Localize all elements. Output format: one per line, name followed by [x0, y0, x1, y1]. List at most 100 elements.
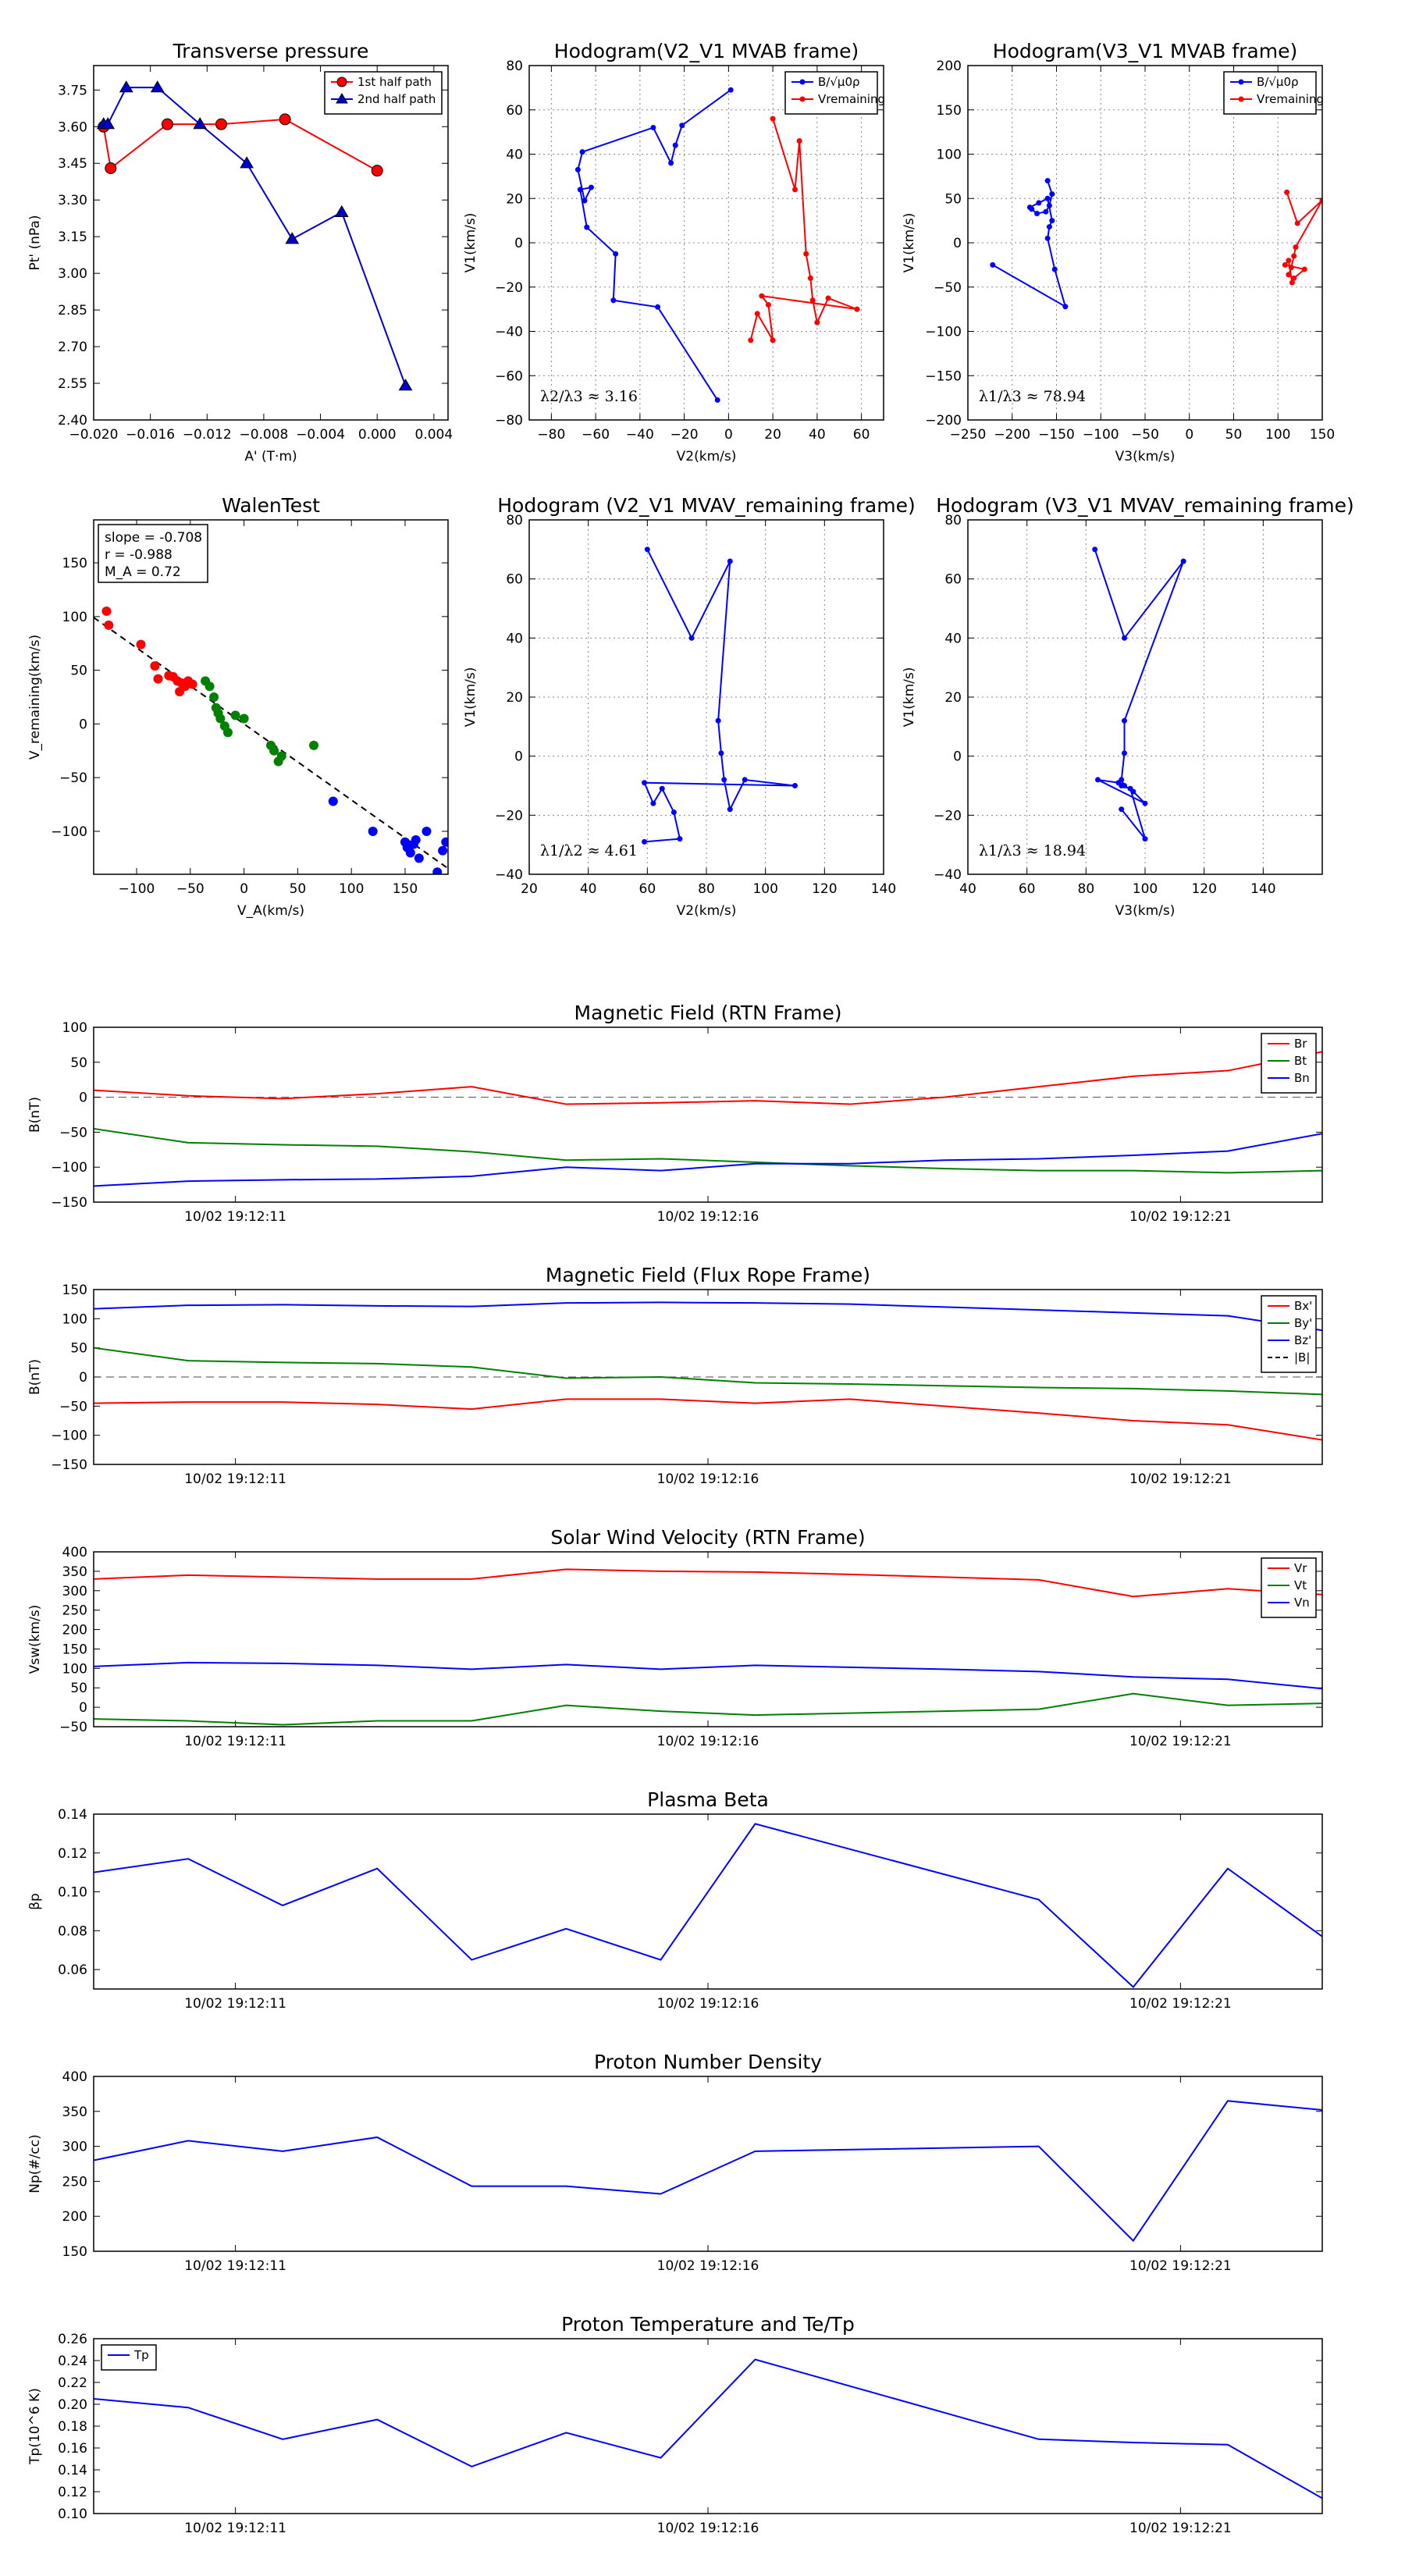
- legend-label: By': [1294, 1316, 1312, 1330]
- data-point: [104, 620, 114, 630]
- legend-box: [1223, 71, 1317, 115]
- y-tick-label: 100: [62, 1661, 87, 1677]
- data-point: [1286, 258, 1292, 264]
- series-line-1st half path: [102, 118, 378, 172]
- y-tick-label: 150: [62, 1283, 87, 1298]
- data-point: [770, 337, 776, 343]
- y-tick-label: −50: [59, 1720, 87, 1735]
- y-tick-label: 80: [944, 513, 962, 528]
- y-tick-label: 3.00: [58, 266, 87, 282]
- plot-area: [990, 178, 1322, 310]
- data-point: [759, 293, 765, 299]
- data-point: [748, 337, 754, 343]
- chart-title: WalenTest: [222, 494, 320, 517]
- x-tick-label: 40: [580, 881, 597, 897]
- data-point: [1288, 265, 1294, 271]
- data-point: [610, 297, 617, 304]
- y-tick-label: 200: [62, 1623, 87, 1638]
- x-axis-label: V2(km/s): [677, 903, 737, 919]
- y-tick-label: 250: [62, 2174, 87, 2190]
- data-point: [414, 853, 424, 863]
- data-point: [1119, 806, 1125, 813]
- data-point: [136, 639, 146, 649]
- legend-label: Vn: [1294, 1596, 1310, 1610]
- x-axis-label: V3(km/s): [1115, 449, 1176, 464]
- x-tick-label: 10/02 19:12:11: [184, 1734, 286, 1749]
- legend-label: 2nd half path: [357, 92, 436, 106]
- data-point: [269, 745, 279, 756]
- data-point: [215, 713, 226, 724]
- data-point: [727, 806, 733, 813]
- y-tick-label: 100: [62, 1020, 87, 1036]
- x-tick-label: −50: [1131, 427, 1159, 443]
- data-point: [577, 187, 583, 193]
- series-line-Vremaining: [749, 118, 858, 341]
- data-point: [1291, 275, 1297, 281]
- data-point: [1046, 202, 1052, 208]
- series-line-Bx': [94, 1398, 1322, 1441]
- legend-label: B/√μ0ρ: [818, 75, 860, 89]
- series-line-Bn: [94, 1133, 1322, 1187]
- data-point: [1286, 272, 1292, 278]
- plot-area: [94, 1568, 1322, 1726]
- series-line-Vr: [94, 1568, 1322, 1598]
- y-tick-label: 0.08: [58, 1923, 87, 1939]
- y-tick-label: 150: [62, 2244, 87, 2260]
- x-tick-label: 10/02 19:12:21: [1129, 1996, 1232, 2012]
- plot-area: [94, 2358, 1322, 2500]
- x-axis-label: V2(km/s): [677, 449, 737, 464]
- x-tick-label: 60: [853, 427, 870, 443]
- data-point: [655, 304, 661, 310]
- series-line-Vt: [94, 1692, 1322, 1726]
- x-tick-label: 10/02 19:12:11: [184, 1471, 286, 1487]
- data-point: [644, 546, 650, 553]
- x-tick-label: 10/02 19:12:11: [184, 1209, 286, 1225]
- data-point: [209, 692, 219, 702]
- data-point: [807, 275, 813, 281]
- data-point: [668, 160, 674, 166]
- series-line-beta: [94, 1823, 1322, 1988]
- axes-frame: [93, 519, 449, 875]
- legend-marker: [799, 96, 806, 102]
- x-tick-label: 100: [339, 881, 364, 897]
- x-axis-label: V_A(km/s): [237, 903, 304, 919]
- x-tick-label: −50: [176, 881, 205, 897]
- data-point: [584, 224, 590, 230]
- data-point: [309, 740, 319, 750]
- series-line-blue: [1094, 549, 1185, 840]
- axes-frame: [93, 1026, 1323, 1203]
- series-line-Bt: [94, 1127, 1322, 1174]
- y-tick-label: −150: [925, 368, 962, 384]
- data-point: [205, 681, 215, 692]
- plot-area: [94, 606, 448, 874]
- data-point: [588, 184, 594, 190]
- legend-box: [784, 71, 878, 115]
- stats-line: r = -0.988: [105, 547, 173, 563]
- y-tick-label: 0.16: [58, 2441, 87, 2457]
- axes-frame: [93, 1289, 1323, 1465]
- chart-title: Hodogram(V2_V1 MVAB frame): [554, 40, 859, 62]
- y-tick-label: 100: [937, 148, 962, 163]
- plot-area: [94, 1051, 1322, 1187]
- data-point: [574, 166, 581, 173]
- chart-walen: −100 −50 0 50 100 150 −100 −50 0 50 100 150 WalenTes…: [27, 494, 449, 919]
- y-tick-label: 0.24: [58, 2354, 87, 2369]
- data-point: [650, 800, 656, 806]
- axes-frame: [93, 1551, 1323, 1727]
- x-tick-label: 60: [639, 881, 656, 897]
- data-point: [285, 232, 300, 244]
- x-tick-label: 100: [752, 881, 777, 897]
- legend-label: Bz': [1294, 1333, 1311, 1347]
- data-point: [770, 116, 776, 122]
- x-tick-label: 10/02 19:12:21: [1129, 2258, 1232, 2274]
- y-axis-label: V1(km/s): [902, 213, 917, 273]
- y-tick-label: −150: [51, 1195, 87, 1211]
- legend-label: 1st half path: [357, 75, 432, 89]
- x-tick-label: 0.000: [358, 427, 397, 443]
- chart-title: Proton Temperature and Te/Tp: [561, 2313, 855, 2336]
- y-tick-label: −50: [59, 1125, 87, 1140]
- data-point: [1062, 304, 1069, 310]
- chart-h21r: 20 40 60 80 100 120 140−40−20020406080Hodogram…: [463, 494, 916, 919]
- x-tick-label: −250: [950, 427, 987, 443]
- ratio-annotation: λ2/λ3 ≈ 3.16: [540, 388, 638, 405]
